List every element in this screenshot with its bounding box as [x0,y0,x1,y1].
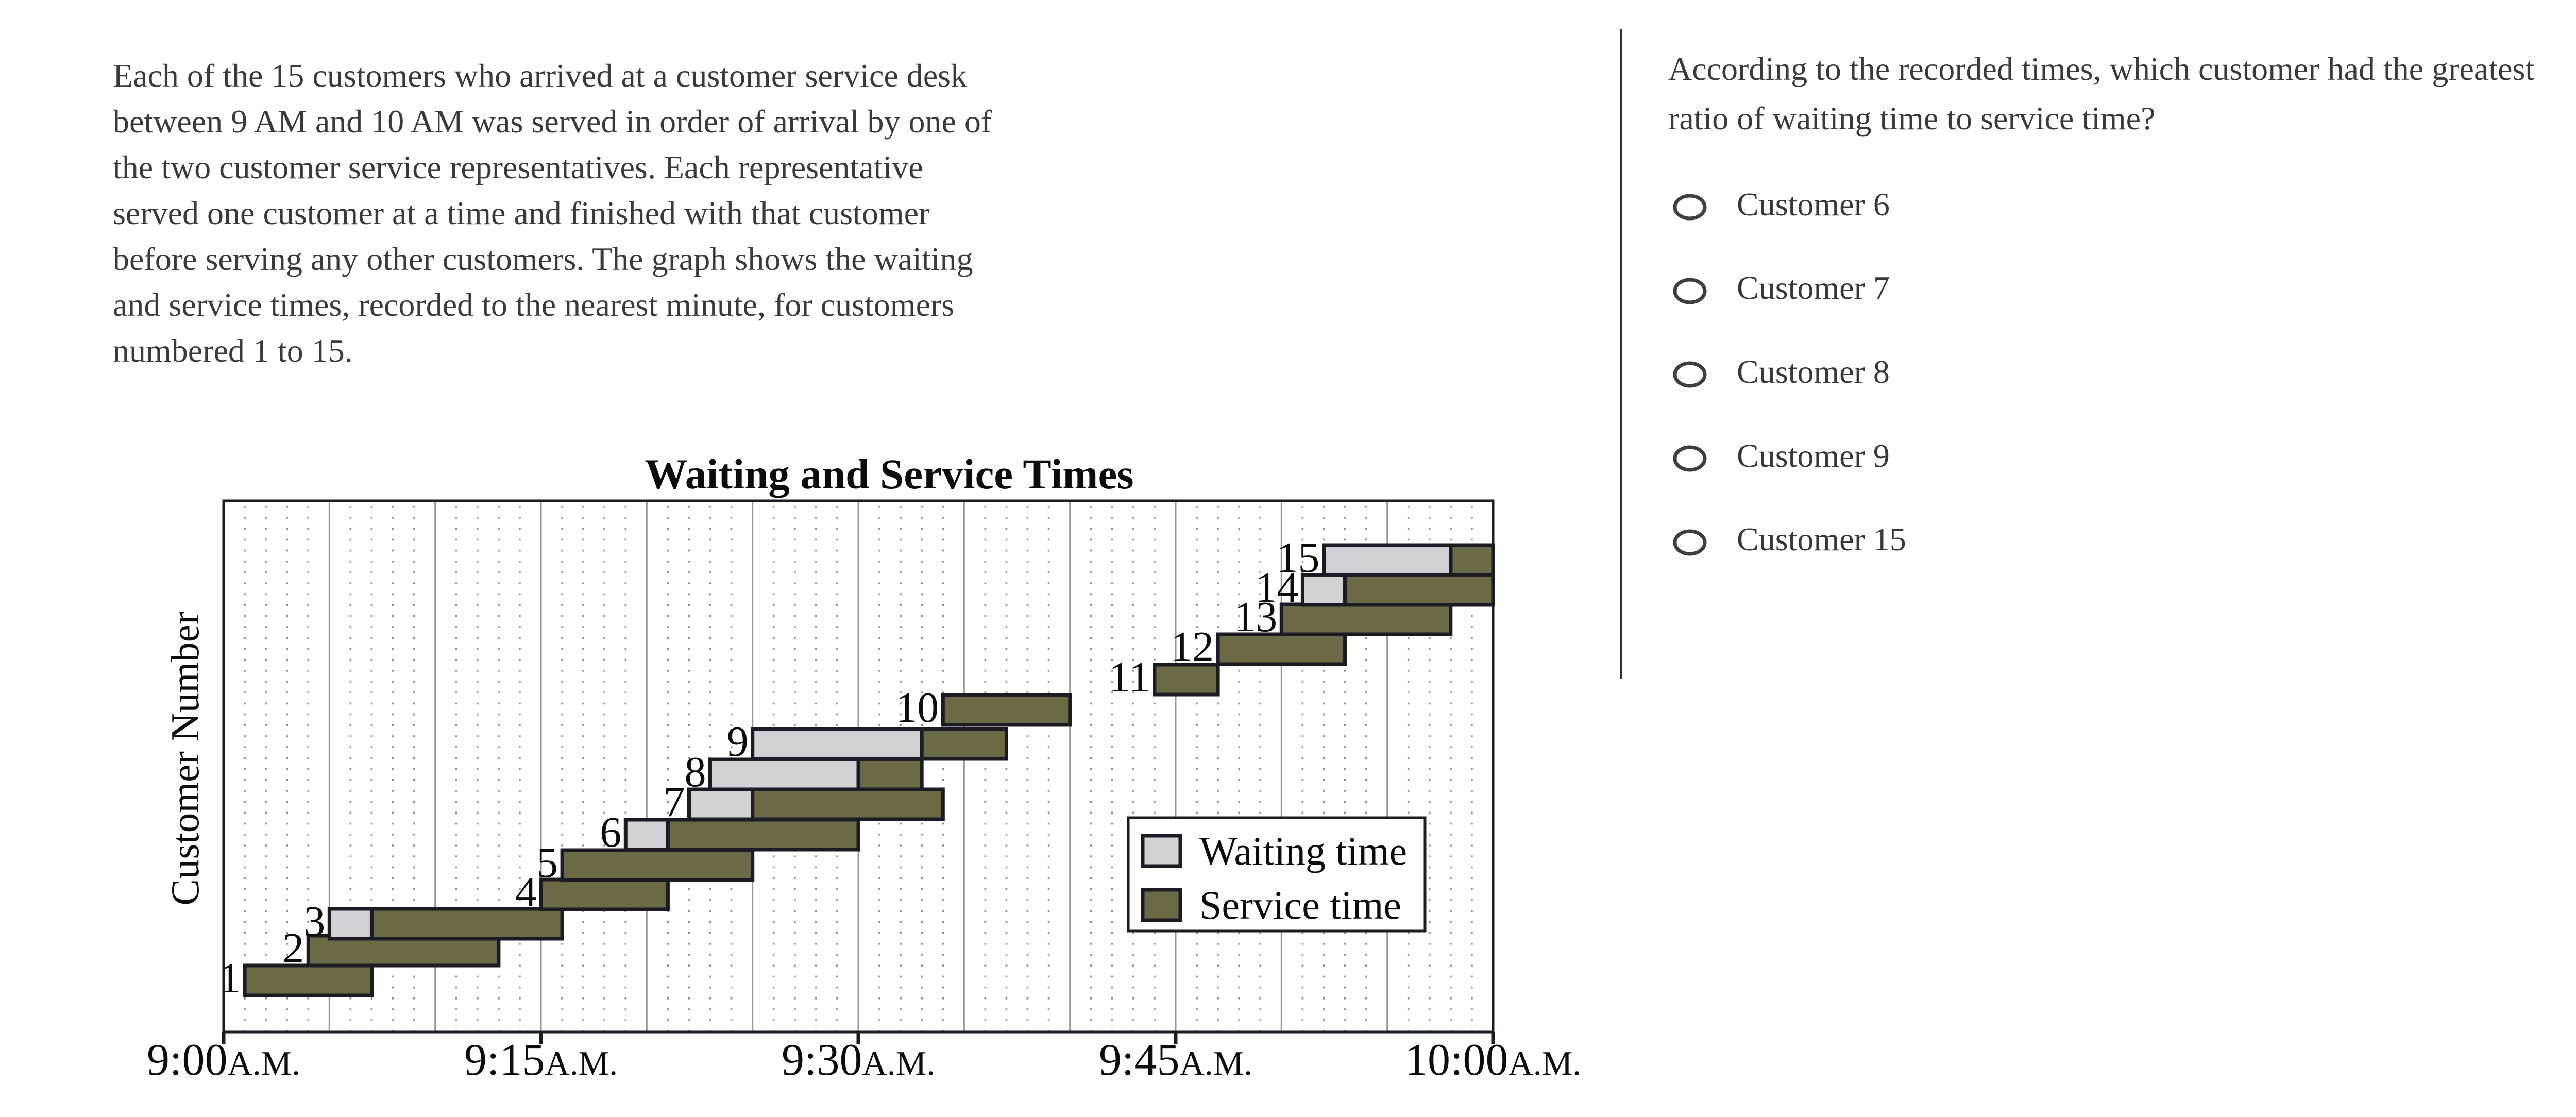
svg-text:6: 6 [600,808,621,856]
svg-text:9: 9 [727,718,749,766]
svg-text:10:00A.M.: 10:00A.M. [1405,1035,1581,1085]
svg-text:Waiting and Service Times: Waiting and Service Times [645,450,1133,498]
svg-text:9:00A.M.: 9:00A.M. [147,1035,300,1085]
svg-text:12: 12 [1171,623,1214,671]
svg-text:1: 1 [219,954,241,1002]
svg-text:8: 8 [685,748,706,796]
svg-text:14: 14 [1255,564,1298,612]
svg-text:Waiting time: Waiting time [1199,828,1407,873]
svg-text:Customer Number: Customer Number [163,612,207,906]
svg-text:Service time: Service time [1199,883,1401,927]
svg-text:9:15A.M.: 9:15A.M. [464,1035,618,1085]
svg-text:4: 4 [515,868,537,916]
svg-text:10: 10 [895,684,939,732]
svg-text:2: 2 [282,924,304,972]
svg-text:11: 11 [1109,653,1150,701]
svg-text:15: 15 [1277,534,1320,582]
svg-text:3: 3 [303,898,325,945]
svg-text:5: 5 [536,839,558,887]
svg-text:9:30A.M.: 9:30A.M. [782,1035,935,1085]
svg-text:7: 7 [664,778,685,826]
svg-text:9:45A.M.: 9:45A.M. [1099,1035,1252,1085]
svg-text:13: 13 [1234,593,1277,641]
